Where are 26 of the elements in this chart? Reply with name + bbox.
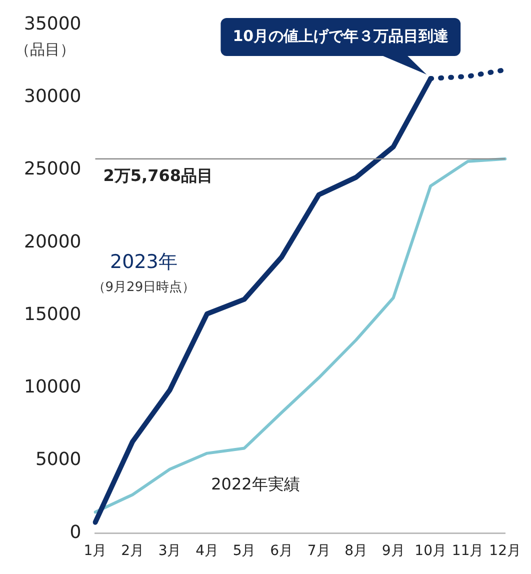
y-tick-label: 5000 xyxy=(35,449,82,470)
annotation: 10月の値上げで年３万品目到達 xyxy=(232,26,450,45)
series-label: 2022年実績 xyxy=(211,474,300,494)
y-tick-label: 10000 xyxy=(24,376,82,398)
x-tick-label: 1月 xyxy=(84,543,107,560)
y-tick-label: 0 xyxy=(70,522,82,543)
text: 2023年 xyxy=(110,250,178,273)
y-axis-title: （品目） xyxy=(15,40,75,59)
x-tick-label: 10月 xyxy=(414,543,446,560)
y-tick-label: 20000 xyxy=(24,231,82,252)
x-tick-label: 3月 xyxy=(158,543,182,560)
y-tick-label: 30000 xyxy=(24,86,82,108)
x-tick-label: 6月 xyxy=(270,543,294,560)
x-tick-label: 12月 xyxy=(489,543,522,560)
ref-line-label: 2万5,768品目 xyxy=(103,166,214,186)
x-tick-label: 9月 xyxy=(382,543,405,560)
x-tick-label: 4月 xyxy=(196,543,218,560)
x-tick-label: 2月 xyxy=(121,543,144,560)
y-tick-label: 15000 xyxy=(24,304,82,325)
y-tick-label: 25000 xyxy=(24,158,82,180)
x-tick-label: 11月 xyxy=(452,543,484,560)
annotation: （9月29日時点） xyxy=(92,280,196,296)
x-tick-label: 5月 xyxy=(232,543,256,560)
x-tick-label: 8月 xyxy=(344,543,368,560)
x-tick-label: 7月 xyxy=(307,543,330,560)
y-tick-label: 35000 xyxy=(24,13,82,34)
